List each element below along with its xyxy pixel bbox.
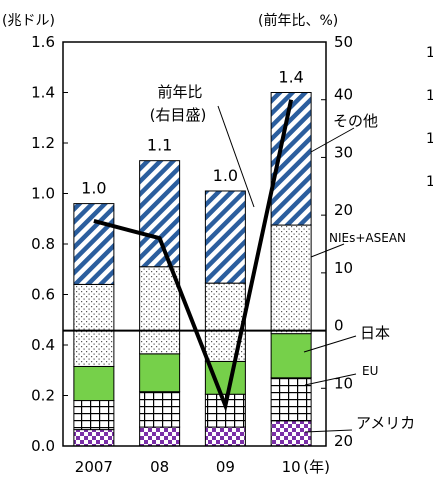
- bar-segment: [139, 266, 181, 355]
- line-label-pointer: [217, 105, 255, 208]
- edge-fragment-1: 1: [426, 45, 433, 61]
- legend-label-america: アメリカ: [356, 414, 415, 432]
- bar-total-label: 1.0: [81, 179, 106, 198]
- right-tick-label: 10: [334, 374, 353, 392]
- left-tick-label: 1.0: [31, 185, 55, 203]
- edge-fragment-4: 1: [426, 174, 433, 190]
- bar-segment: [139, 426, 181, 447]
- bar-segment: [73, 400, 115, 431]
- left-tick-label: 0.8: [31, 235, 55, 253]
- bar-segment: [139, 353, 181, 393]
- x-tick-label: 08: [150, 458, 169, 476]
- bar-segment: [73, 203, 115, 285]
- bar-segment: [270, 224, 312, 335]
- right-tick-label: 20: [334, 201, 353, 219]
- x-axis-labels: 2007 08 09 10: [75, 458, 301, 476]
- left-tick-label: 1.2: [31, 134, 55, 152]
- bars-group: [73, 92, 312, 447]
- bar-segment: [270, 377, 312, 422]
- legend-label-sonota: その他: [333, 112, 378, 130]
- legend-label-eu: EU: [362, 364, 378, 378]
- right-tick-label: 20: [334, 432, 353, 450]
- legend-label-nies-asean: NIEs+ASEAN: [329, 231, 406, 245]
- x-tick-label: 2007: [75, 458, 113, 476]
- right-tick-label: 30: [334, 143, 353, 161]
- bar-segment: [270, 333, 312, 379]
- x-tick-label: 10: [282, 458, 301, 476]
- edge-fragment-3: 1: [426, 131, 433, 147]
- line-label-title: 前年比: [157, 83, 202, 101]
- right-y-axis-ticks: 50 40 30 20 10 0 10 20: [321, 33, 353, 450]
- left-tick-label: 1.4: [31, 84, 55, 102]
- bar-segment: [139, 391, 181, 428]
- right-tick-label: 50: [334, 33, 353, 51]
- edge-fragment-2: 1: [426, 88, 433, 104]
- right-tick-label: 0: [334, 317, 344, 335]
- right-tick-label: 10: [334, 259, 353, 277]
- legend-pointer-nies-asean: [310, 243, 345, 258]
- right-tick-label: 40: [334, 86, 353, 104]
- bar-total-label: 1.0: [213, 166, 238, 185]
- left-tick-label: 0.2: [31, 387, 55, 405]
- legend-pointer-japan: [303, 335, 357, 353]
- bar-totals: 1.0 1.1 1.0 1.4: [81, 68, 304, 198]
- legend-pointer-eu: [304, 373, 357, 386]
- x-axis-unit: (年): [303, 458, 330, 476]
- left-tick-label: 0.4: [31, 336, 55, 354]
- bar-segment: [73, 283, 115, 367]
- plot-frame: [62, 41, 327, 447]
- x-tick-label: 09: [216, 458, 235, 476]
- left-tick-label: 1.6: [31, 33, 55, 51]
- legend-label-japan: 日本: [360, 324, 390, 342]
- right-axis-unit: (前年比、%): [258, 12, 338, 29]
- legend-pointer-sonota: [310, 127, 355, 153]
- legend-pointer-america: [304, 429, 353, 433]
- bar-segment: [204, 426, 246, 447]
- left-y-axis-ticks: 0.0 0.2 0.4 0.6 0.8 1.0 1.2 1.4 1.6: [31, 33, 68, 455]
- growth-rate-line: [93, 99, 294, 413]
- bar-segment: [73, 365, 115, 402]
- bar-segment: [204, 190, 246, 284]
- bar-segment: [139, 160, 181, 268]
- left-axis-unit: (兆ドル): [2, 13, 55, 29]
- bar-total-label: 1.1: [147, 136, 172, 155]
- bar-segment: [73, 429, 115, 447]
- left-tick-label: 0.0: [31, 437, 55, 455]
- line-label-sub: (右目盛): [150, 106, 207, 124]
- bar-total-label: 1.4: [278, 68, 303, 87]
- left-tick-label: 0.6: [31, 286, 55, 304]
- bar-segment: [270, 420, 312, 447]
